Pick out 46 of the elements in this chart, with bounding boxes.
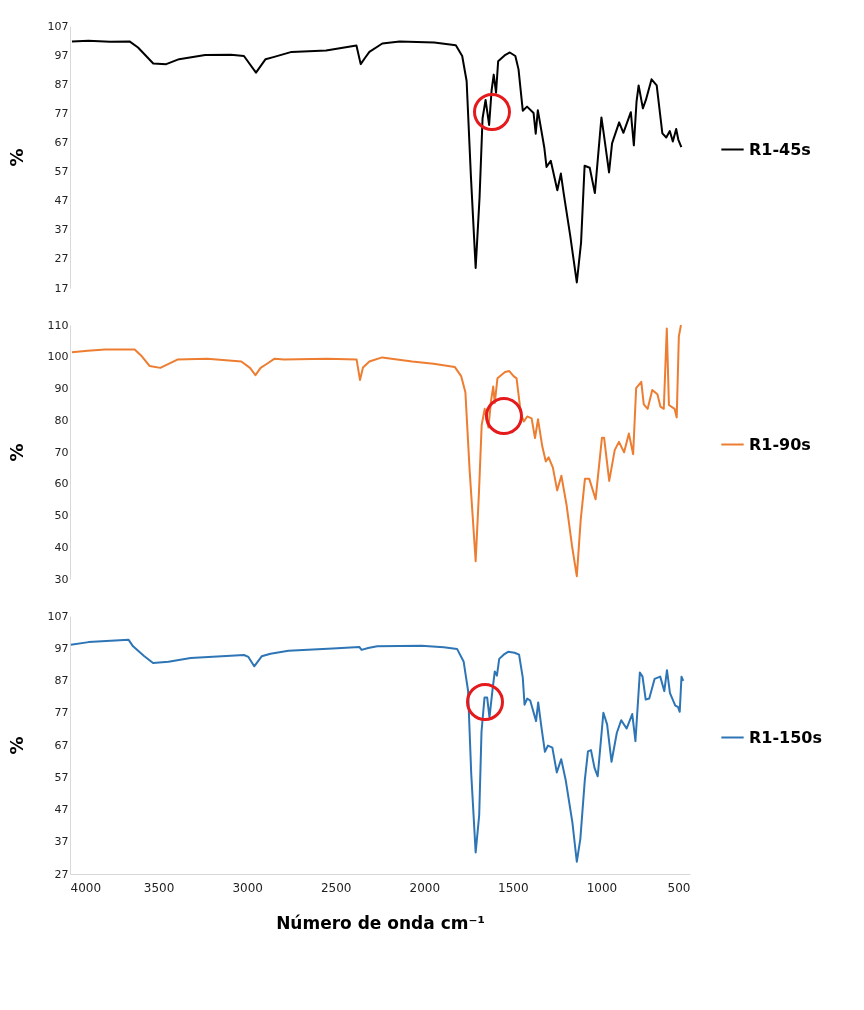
x-tick-label: 2500 — [320, 880, 352, 895]
y-tick-label: 87 — [54, 77, 69, 91]
x-tick-label: 3000 — [232, 880, 263, 895]
y-tick-label: 57 — [54, 770, 69, 784]
y-tick-label: 110 — [47, 318, 69, 332]
line-series — [70, 638, 685, 863]
line-series — [70, 39, 683, 284]
y-tick-label: 97 — [54, 48, 69, 62]
y-tick-label: 37 — [54, 223, 69, 237]
legend-label: R1-45s — [749, 139, 811, 159]
y-tick-label: 70 — [54, 445, 69, 459]
x-tick-label: 1500 — [498, 880, 529, 895]
y-tick-label: 77 — [54, 706, 69, 720]
y-tick-label: 17 — [54, 281, 69, 295]
x-tick-label: 2000 — [409, 880, 441, 895]
x-tick-label: 3500 — [143, 880, 175, 895]
y-tick-label: 50 — [54, 509, 69, 522]
y-tick-label: 40 — [54, 540, 69, 554]
y-tick-label: 97 — [54, 641, 69, 655]
x-axis-title: Número de onda cm⁻¹ — [276, 912, 485, 933]
y-tick-label: 60 — [54, 477, 69, 491]
x-tick-label: 500 — [667, 880, 691, 895]
y-axis-title: % — [5, 736, 27, 755]
y-tick-label: 27 — [54, 252, 69, 266]
y-tick-label: 90 — [54, 382, 69, 395]
y-tick-label: 30 — [54, 572, 69, 586]
y-tick-label: 67 — [54, 135, 69, 149]
y-axis-title: % — [5, 443, 27, 462]
y-tick-label: 80 — [54, 413, 69, 427]
x-tick-label: 4000 — [70, 880, 102, 895]
y-tick-label: 107 — [47, 609, 69, 623]
y-tick-label: 77 — [54, 106, 69, 120]
y-tick-label: 37 — [54, 835, 69, 849]
legend-label: R1-150s — [749, 727, 823, 747]
y-tick-label: 107 — [47, 19, 69, 33]
y-axis-title: % — [5, 148, 27, 167]
x-tick-label: 1000 — [586, 880, 618, 895]
y-tick-label: 87 — [54, 674, 69, 687]
y-tick-label: 100 — [47, 350, 69, 364]
legend-label: R1-90s — [749, 434, 811, 454]
y-tick-label: 67 — [54, 738, 69, 752]
y-tick-label: 47 — [54, 194, 69, 208]
line-series — [70, 325, 682, 578]
y-tick-label: 27 — [54, 867, 69, 881]
y-tick-label: 47 — [54, 803, 69, 816]
y-tick-label: 57 — [54, 165, 69, 179]
